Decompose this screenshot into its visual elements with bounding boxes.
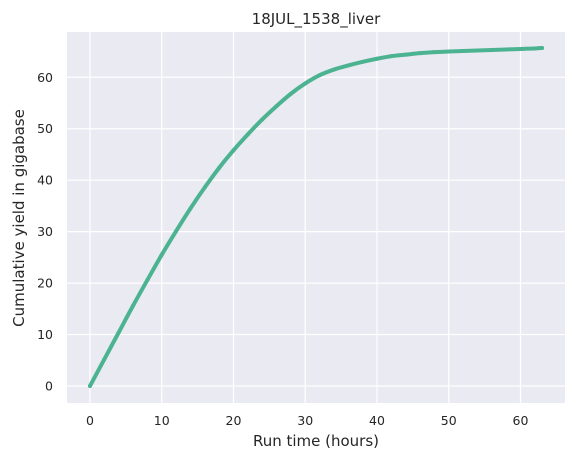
y-axis-label: Cumulative yield in gigabase: [10, 109, 28, 327]
data-point: [447, 50, 451, 54]
data-point: [303, 81, 307, 85]
x-tick-label: 20: [226, 413, 242, 428]
x-tick-label: 50: [441, 413, 457, 428]
data-point: [275, 104, 279, 108]
data-point: [231, 148, 235, 152]
data-point: [117, 331, 121, 335]
data-point: [160, 253, 164, 257]
data-point: [432, 50, 436, 54]
y-tick-label: 40: [37, 173, 53, 188]
y-tick-label: 30: [37, 224, 53, 239]
x-tick-label: 60: [513, 413, 529, 428]
data-point: [332, 68, 336, 72]
data-point: [361, 60, 365, 64]
data-point: [102, 357, 106, 361]
data-point: [289, 92, 293, 96]
y-tick-label: 50: [37, 121, 53, 136]
data-point: [174, 229, 178, 233]
data-point: [519, 47, 523, 51]
x-tick-label: 30: [297, 413, 313, 428]
data-point: [217, 166, 221, 170]
chart-title: 18JUL_1538_liver: [252, 10, 381, 29]
data-point: [246, 132, 250, 136]
x-axis-label: Run time (hours): [253, 432, 379, 450]
y-tick-label: 60: [37, 70, 53, 85]
data-point: [533, 46, 537, 50]
data-point: [504, 47, 508, 51]
data-point: [188, 206, 192, 210]
y-tick-label: 20: [37, 276, 53, 291]
data-point: [88, 384, 92, 388]
data-point: [260, 117, 264, 121]
data-point: [475, 49, 479, 53]
plot-background: [67, 32, 565, 403]
data-point: [404, 53, 408, 57]
x-tick-label: 40: [369, 413, 385, 428]
data-point: [346, 63, 350, 67]
data-point: [145, 278, 149, 282]
x-tick-label: 10: [154, 413, 170, 428]
data-point: [461, 49, 465, 53]
y-tick-label: 10: [37, 327, 53, 342]
y-tick-label: 0: [45, 379, 53, 394]
data-point: [540, 46, 544, 50]
x-tick-label: 0: [86, 413, 94, 428]
data-point: [375, 57, 379, 61]
data-point: [318, 73, 322, 77]
data-point: [203, 185, 207, 189]
data-point: [490, 48, 494, 52]
data-point: [418, 51, 422, 55]
data-point: [131, 304, 135, 308]
data-point: [389, 54, 393, 58]
